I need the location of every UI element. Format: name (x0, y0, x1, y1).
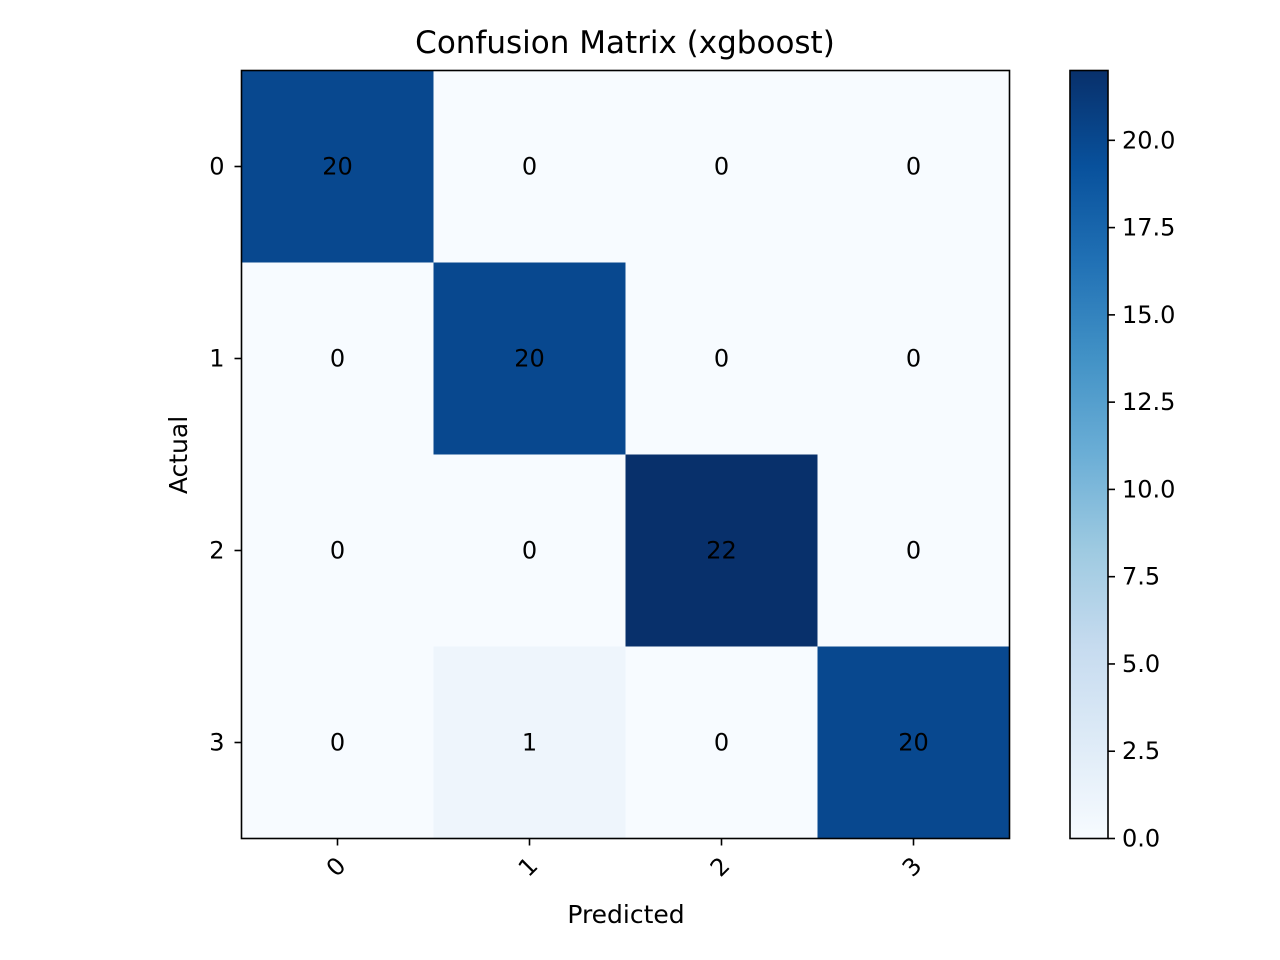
plot-frame (240, 69, 1011, 840)
colorbar-tick-label: 2.5 (1122, 737, 1160, 765)
cell-value-label: 20 (322, 153, 353, 181)
colorbar-frame (1069, 69, 1109, 840)
heatmap-cell (625, 262, 818, 455)
x-tick-label: 1 (513, 852, 544, 883)
heatmap-cell (433, 646, 626, 839)
cell-value-label: 0 (330, 729, 345, 757)
y-tick-label: 0 (209, 153, 224, 181)
cell-value-label: 0 (330, 537, 345, 565)
cell-value-label: 0 (906, 537, 921, 565)
heatmap-cell (433, 262, 626, 455)
colorbar-gradient (1070, 70, 1108, 839)
cell-value-label: 0 (714, 345, 729, 373)
y-tick-label: 3 (209, 729, 224, 757)
cell-value-label: 0 (522, 153, 537, 181)
colorbar-tick-label: 17.5 (1122, 214, 1175, 242)
cell-value-label: 20 (898, 729, 929, 757)
x-axis-ticks: 0 1 2 3 (321, 838, 928, 883)
colorbar-tick-label: 0.0 (1122, 825, 1160, 853)
x-axis-label: Predicted (567, 900, 684, 929)
cell-value-label: 22 (706, 537, 737, 565)
heatmap-cell (241, 70, 434, 263)
y-tick-label: 1 (209, 345, 224, 373)
x-tick-label: 0 (321, 852, 352, 883)
colorbar-tick-label: 10.0 (1122, 475, 1175, 503)
cell-value-label: 0 (522, 537, 537, 565)
cell-value-label: 0 (714, 153, 729, 181)
colorbar-tick-label: 20.0 (1122, 126, 1175, 154)
cell-value-label: 0 (330, 345, 345, 373)
y-tick-label: 2 (209, 537, 224, 565)
heatmap-cell (241, 262, 434, 455)
heatmap-cell (817, 70, 1010, 263)
heatmap-cell (433, 70, 626, 263)
colorbar-tick-label: 7.5 (1122, 563, 1160, 591)
heatmap-cell (625, 454, 818, 647)
cell-value-label: 20 (514, 345, 545, 373)
y-axis-ticks: 0 1 2 3 (209, 153, 242, 757)
heatmap-cell (817, 454, 1010, 647)
heatmap-cells (241, 70, 1010, 839)
heatmap-cell (433, 454, 626, 647)
heatmap-cell (817, 646, 1010, 839)
colorbar-tick-label: 15.0 (1122, 301, 1175, 329)
colorbar-tick-label: 5.0 (1122, 650, 1160, 678)
chart-title: Confusion Matrix (xgboost) (415, 25, 835, 61)
heatmap-cell (241, 454, 434, 647)
colorbar-tick-label: 12.5 (1122, 388, 1175, 416)
cell-value-label: 0 (906, 345, 921, 373)
heatmap-cell (241, 646, 434, 839)
colorbar-ticks: 0.0 2.5 5.0 7.5 10.0 12.5 15.0 17.5 20.0 (1108, 126, 1175, 853)
heatmap-cell (625, 646, 818, 839)
heatmap-cell-labels: 20 0 0 00 20 0 00 0 22 00 1 0 20 (322, 153, 929, 757)
cell-value-label: 0 (906, 153, 921, 181)
cell-value-label: 1 (522, 729, 537, 757)
heatmap-cell (625, 70, 818, 263)
colorbar: 0.0 2.5 5.0 7.5 10.0 12.5 15.0 17.5 20.0 (1069, 69, 1175, 853)
cell-value-label: 0 (714, 729, 729, 757)
heatmap-cell (817, 262, 1010, 455)
x-tick-label: 3 (897, 852, 928, 883)
x-tick-label: 2 (705, 852, 736, 883)
y-axis-label: Actual (164, 416, 193, 494)
